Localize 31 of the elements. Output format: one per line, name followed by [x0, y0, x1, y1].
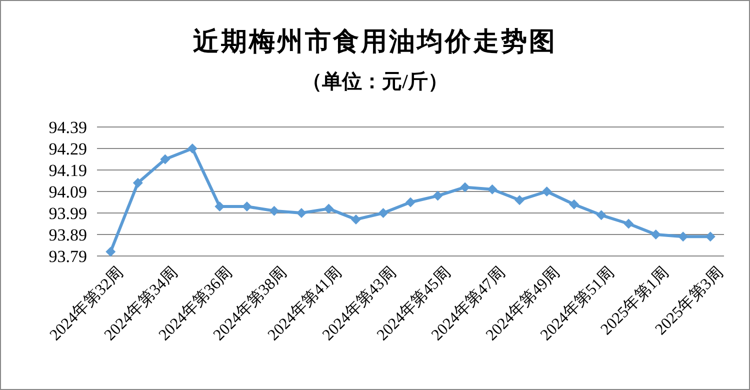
- point: [378, 208, 388, 218]
- point: [350, 214, 361, 224]
- y-tick-label: 94.39: [48, 118, 87, 137]
- y-tick-label: 93.79: [48, 247, 87, 266]
- point: [514, 195, 525, 206]
- point: [406, 197, 416, 208]
- chart-title: 近期梅州市食用油均价走势图: [193, 27, 557, 56]
- point: [678, 232, 688, 242]
- y-tick-label: 94.19: [48, 161, 87, 180]
- point: [214, 202, 225, 212]
- point: [160, 154, 170, 164]
- y-tick-label: 94.09: [48, 182, 87, 202]
- point: [187, 144, 198, 154]
- point: [487, 184, 498, 194]
- point: [624, 218, 634, 229]
- chart-subtitle: （单位：元/斤）: [302, 70, 448, 93]
- point: [269, 206, 280, 216]
- point: [705, 232, 716, 242]
- y-tick-label: 94.29: [48, 140, 87, 158]
- point: [106, 246, 116, 257]
- point: [460, 182, 470, 192]
- point: [650, 230, 661, 240]
- point: [324, 204, 334, 214]
- y-tick-label: 93.89: [48, 226, 87, 244]
- point: [569, 199, 580, 210]
- y-tick-label: 93.99: [48, 204, 87, 223]
- point: [132, 178, 143, 188]
- point: [432, 190, 443, 201]
- point: [542, 186, 552, 196]
- point: [596, 210, 606, 220]
- point: [296, 208, 306, 218]
